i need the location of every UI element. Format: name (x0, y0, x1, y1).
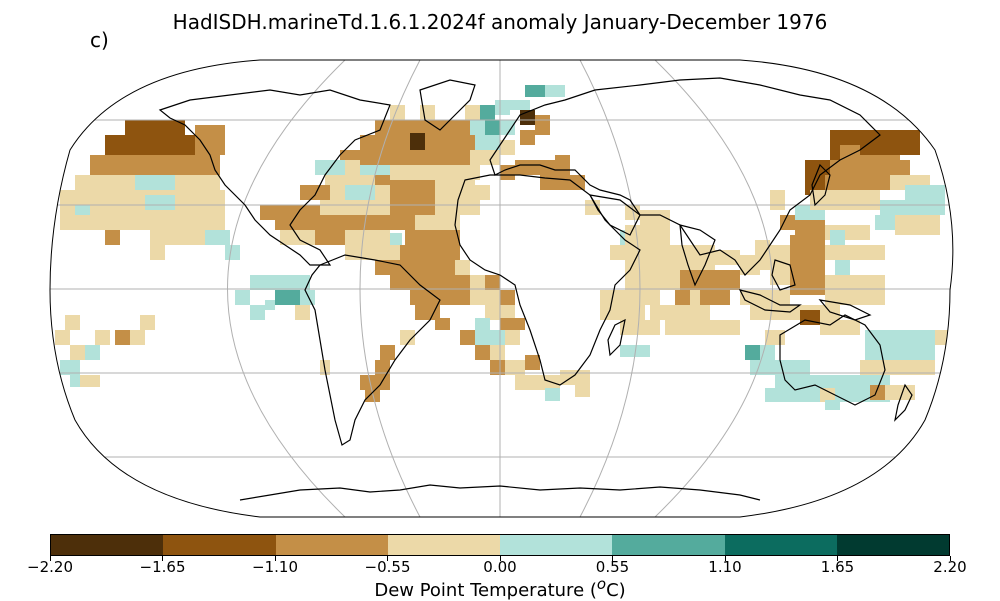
colorbar-segment (724, 535, 837, 555)
colorbar-tick-label: −1.10 (252, 558, 298, 576)
colorbar-segment (836, 535, 949, 555)
colorbar-tick (387, 556, 388, 561)
colorbar-segment (51, 535, 164, 555)
colorbar-tick (499, 556, 501, 561)
colorbar (50, 534, 950, 556)
colorbar-tick (724, 556, 726, 561)
colorbar-tick (837, 556, 838, 561)
colorbar-label-suffix: C) (606, 580, 626, 601)
colorbar-label-sup: o (596, 575, 607, 593)
globe-outline (49, 59, 954, 518)
colorbar-segment (612, 535, 725, 555)
panel-label: c) (90, 28, 109, 52)
colorbar-tick (162, 556, 163, 561)
colorbar-label-prefix: Dew Point Temperature ( (374, 580, 597, 601)
colorbar-tick (949, 556, 951, 561)
anomaly-cells (55, 85, 950, 410)
colorbar-label-sup-wrap: o (597, 575, 606, 601)
colorbar-label: Dew Point Temperature (oC) (0, 575, 1000, 601)
colorbar-segment (275, 535, 388, 555)
colorbar-tick-label: −1.65 (139, 558, 186, 576)
colorbar-tick-label: 0.55 (595, 558, 630, 576)
colorbar-tick-label: −2.20 (27, 558, 73, 576)
colorbar-tick-label: −0.55 (364, 558, 411, 576)
colorbar-tick (274, 556, 276, 561)
colorbar-tick-label: 1.65 (820, 558, 855, 576)
colorbar-tick (49, 556, 51, 561)
colorbar-tick-label: 2.20 (933, 558, 967, 576)
colorbar-ticks (49, 556, 951, 562)
colorbar-tick (612, 556, 613, 561)
map-title: HadISDH.marineTd.1.6.1.2024f anomaly Jan… (172, 10, 828, 34)
colorbar-segment (500, 535, 613, 555)
colorbar-segment (163, 535, 276, 555)
world-map (49, 59, 954, 518)
colorbar-tick-label: 1.10 (708, 558, 742, 576)
coastlines (158, 77, 913, 501)
colorbar-segment (387, 535, 500, 555)
colorbar-tick-label: 0.00 (483, 558, 517, 576)
graticule (50, 60, 950, 517)
